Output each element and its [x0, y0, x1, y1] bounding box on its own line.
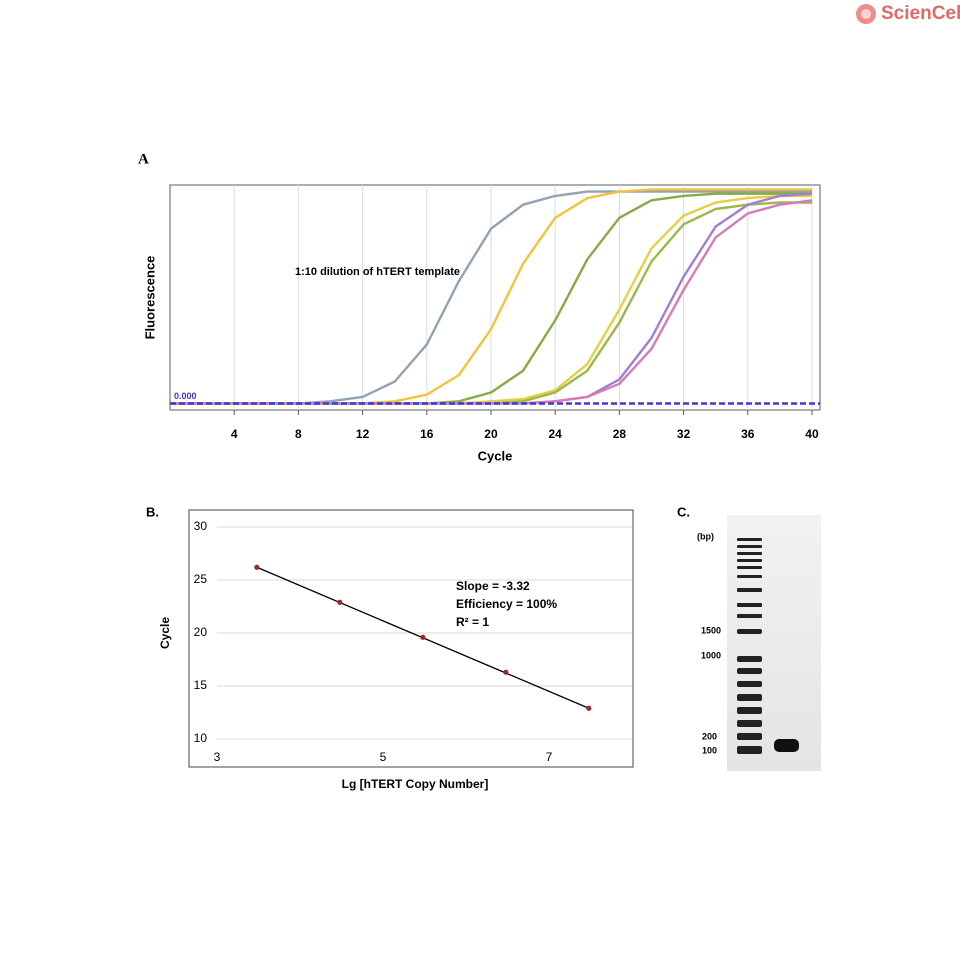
y-axis-title: Fluorescence — [142, 256, 157, 340]
gel-unit: (bp) — [697, 531, 714, 541]
y-tick-label: 25 — [194, 572, 208, 586]
marker-label: 100 — [702, 745, 717, 755]
data-point — [254, 564, 260, 570]
x-tick-label: 4 — [231, 427, 238, 441]
y-tick-label: 20 — [194, 625, 208, 639]
logo-text: ScienCell — [881, 3, 960, 24]
x-tick-label: 36 — [741, 427, 755, 441]
marker-label: 1500 — [701, 625, 721, 635]
panel-label: C. — [677, 504, 690, 519]
panel-label: B. — [146, 504, 159, 519]
gel-image — [727, 515, 821, 771]
x-tick-label: 24 — [549, 427, 563, 441]
x-tick-label: 3 — [214, 750, 221, 764]
threshold-label: 0.000 — [174, 391, 197, 401]
annotation: 1:10 dilution of hTERT template — [295, 266, 460, 278]
x-axis-title: Lg [hTERT Copy Number] — [342, 777, 489, 791]
y-axis-title: Cycle — [158, 617, 172, 649]
x-tick-label: 40 — [805, 427, 819, 441]
gel — [727, 515, 821, 771]
x-tick-label: 8 — [295, 427, 302, 441]
x-tick-label: 16 — [420, 427, 434, 441]
sample-band — [774, 739, 799, 752]
x-tick-label: 5 — [380, 750, 387, 764]
x-tick-label: 12 — [356, 427, 370, 441]
panel-a: 4 8 12 16 20 24 28 32 36 40 0.000 1:10 dilution of … — [138, 151, 820, 463]
annotation: Slope = -3.32 — [456, 579, 530, 593]
logo-icon-inner — [861, 9, 871, 19]
annotation: Efficiency = 100% — [456, 597, 557, 611]
plot-frame — [169, 184, 821, 411]
x-tick-label: 28 — [613, 427, 627, 441]
x-axis-title: Cycle — [478, 448, 513, 463]
ladder-lane — [737, 538, 762, 754]
x-tick-label: 7 — [546, 750, 553, 764]
x-tick-label: 20 — [484, 427, 498, 441]
y-tick-label: 15 — [194, 678, 208, 692]
annotation: R² = 1 — [456, 615, 489, 629]
data-point — [420, 634, 426, 640]
marker-label: 1000 — [701, 650, 721, 660]
data-point — [337, 599, 343, 605]
data-point — [586, 705, 592, 711]
panel-label: A — [138, 151, 149, 167]
y-tick-label: 30 — [194, 519, 208, 533]
marker-label: 200 — [702, 731, 717, 741]
y-tick-label: 10 — [194, 731, 208, 745]
chart-frame — [188, 509, 634, 768]
x-tick-label: 32 — [677, 427, 691, 441]
data-point — [503, 669, 509, 675]
